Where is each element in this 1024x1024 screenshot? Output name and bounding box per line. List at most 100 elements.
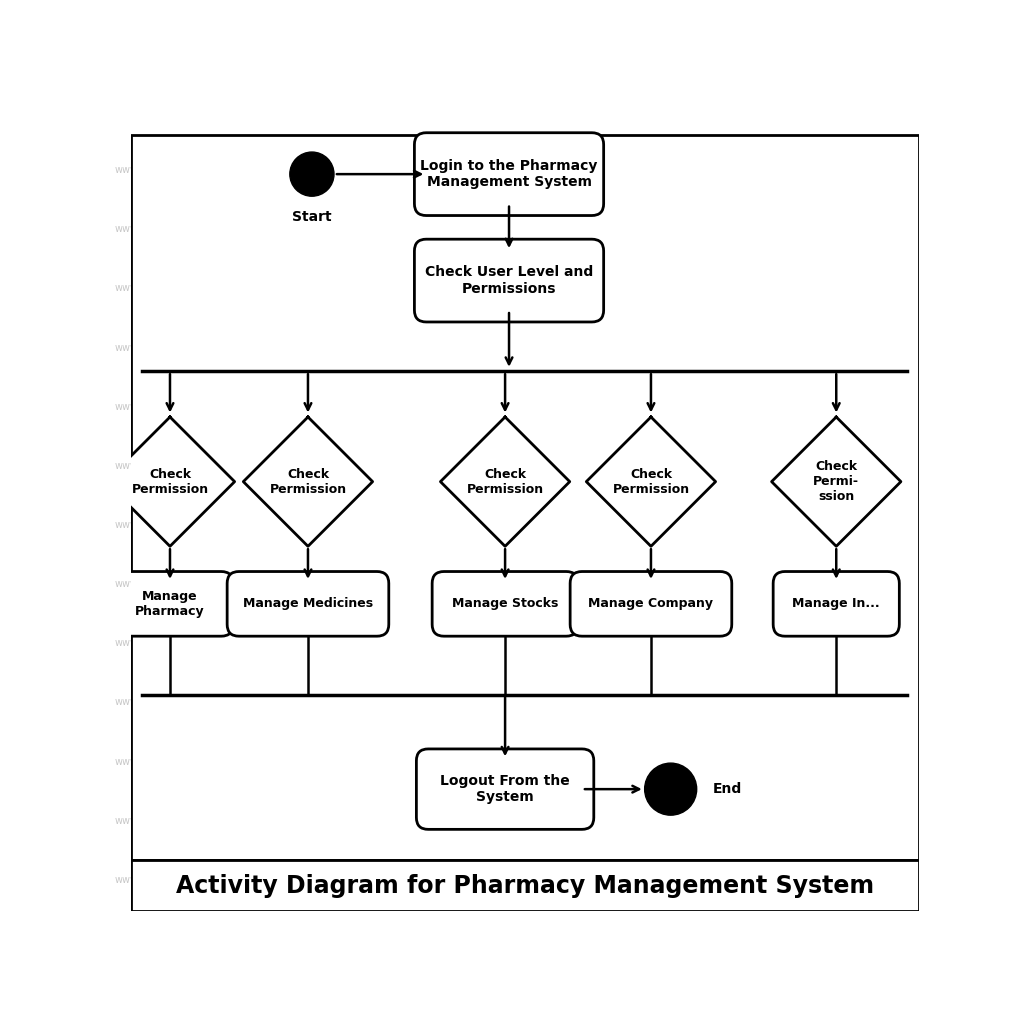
Polygon shape [105, 417, 234, 546]
FancyBboxPatch shape [773, 571, 899, 636]
Text: www.freeprojectz.com: www.freeprojectz.com [667, 401, 774, 412]
Text: Check
Permi-
ssion: Check Permi- ssion [813, 460, 859, 503]
Text: www.freeprojectz.com: www.freeprojectz.com [805, 580, 912, 589]
Text: www.freeprojectz.com: www.freeprojectz.com [528, 461, 637, 471]
Text: www.freeprojectz.com: www.freeprojectz.com [115, 401, 222, 412]
Text: www.freeprojectz.com: www.freeprojectz.com [667, 580, 774, 589]
Text: www.freeprojectz.com: www.freeprojectz.com [115, 461, 222, 471]
Text: Login to the Pharmacy
Management System: Login to the Pharmacy Management System [420, 159, 598, 189]
Text: Check
Permission: Check Permission [612, 468, 689, 496]
Text: www.freeprojectz.com: www.freeprojectz.com [115, 697, 222, 708]
Text: www.freeprojectz.com: www.freeprojectz.com [115, 638, 222, 648]
Circle shape [645, 763, 696, 815]
Text: Check
Permission: Check Permission [131, 468, 209, 496]
Text: www.freeprojectz.com: www.freeprojectz.com [528, 401, 637, 412]
Text: www.freeprojectz.com: www.freeprojectz.com [805, 165, 912, 175]
Polygon shape [587, 417, 716, 546]
Text: www.freeprojectz.com: www.freeprojectz.com [667, 165, 774, 175]
Text: www.freeprojectz.com: www.freeprojectz.com [805, 757, 912, 767]
Text: www.freeprojectz.com: www.freeprojectz.com [667, 757, 774, 767]
Text: www.freeprojectz.com: www.freeprojectz.com [805, 638, 912, 648]
Text: www.freeprojectz.com: www.freeprojectz.com [253, 343, 360, 352]
Text: www.freeprojectz.com: www.freeprojectz.com [391, 461, 499, 471]
Text: www.freeprojectz.com: www.freeprojectz.com [667, 520, 774, 530]
Text: Check
Permission: Check Permission [467, 468, 544, 496]
Text: www.freeprojectz.com: www.freeprojectz.com [528, 580, 637, 589]
Text: www.freeprojectz.com: www.freeprojectz.com [805, 697, 912, 708]
Text: Activity Diagram for Pharmacy Management System: Activity Diagram for Pharmacy Management… [176, 873, 873, 898]
Text: www.freeprojectz.com: www.freeprojectz.com [528, 165, 637, 175]
Text: www.freeprojectz.com: www.freeprojectz.com [805, 284, 912, 294]
Text: Manage Stocks: Manage Stocks [452, 597, 558, 610]
Text: www.freeprojectz.com: www.freeprojectz.com [805, 520, 912, 530]
Text: www.freeprojectz.com: www.freeprojectz.com [528, 757, 637, 767]
Text: www.freeprojectz.com: www.freeprojectz.com [115, 224, 222, 234]
FancyBboxPatch shape [227, 571, 389, 636]
Text: www.freeprojectz.com: www.freeprojectz.com [805, 816, 912, 825]
Polygon shape [440, 417, 569, 546]
Text: www.freeprojectz.com: www.freeprojectz.com [391, 638, 499, 648]
Text: www.freeprojectz.com: www.freeprojectz.com [805, 874, 912, 885]
Text: www.freeprojectz.com: www.freeprojectz.com [253, 284, 360, 294]
Text: www.freeprojectz.com: www.freeprojectz.com [115, 816, 222, 825]
Text: www.freeprojectz.com: www.freeprojectz.com [253, 580, 360, 589]
Text: www.freeprojectz.com: www.freeprojectz.com [528, 638, 637, 648]
Text: www.freeprojectz.com: www.freeprojectz.com [253, 520, 360, 530]
FancyBboxPatch shape [417, 749, 594, 829]
Text: www.freeprojectz.com: www.freeprojectz.com [253, 224, 360, 234]
Polygon shape [244, 417, 373, 546]
Text: End: End [713, 782, 741, 796]
Text: Start: Start [292, 210, 332, 224]
Text: www.freeprojectz.com: www.freeprojectz.com [528, 284, 637, 294]
Text: Manage Company: Manage Company [589, 597, 714, 610]
Text: Check User Level and
Permissions: Check User Level and Permissions [425, 265, 593, 296]
Text: www.freeprojectz.com: www.freeprojectz.com [115, 165, 222, 175]
Text: Manage Medicines: Manage Medicines [243, 597, 373, 610]
Text: www.freeprojectz.com: www.freeprojectz.com [528, 816, 637, 825]
Text: www.freeprojectz.com: www.freeprojectz.com [115, 284, 222, 294]
Text: www.freeprojectz.com: www.freeprojectz.com [805, 343, 912, 352]
Text: www.freeprojectz.com: www.freeprojectz.com [667, 343, 774, 352]
Text: www.freeprojectz.com: www.freeprojectz.com [253, 638, 360, 648]
Text: www.freeprojectz.com: www.freeprojectz.com [115, 343, 222, 352]
Text: www.freeprojectz.com: www.freeprojectz.com [805, 224, 912, 234]
Text: www.freeprojectz.com: www.freeprojectz.com [391, 757, 499, 767]
Circle shape [290, 152, 334, 197]
Text: www.freeprojectz.com: www.freeprojectz.com [115, 580, 222, 589]
Text: www.freeprojectz.com: www.freeprojectz.com [253, 401, 360, 412]
Text: www.freeprojectz.com: www.freeprojectz.com [391, 284, 499, 294]
Text: Manage In...: Manage In... [793, 597, 880, 610]
FancyBboxPatch shape [432, 571, 578, 636]
Text: www.freeprojectz.com: www.freeprojectz.com [391, 401, 499, 412]
Text: www.freeprojectz.com: www.freeprojectz.com [667, 224, 774, 234]
FancyBboxPatch shape [106, 571, 233, 636]
Text: www.freeprojectz.com: www.freeprojectz.com [391, 874, 499, 885]
Text: www.freeprojectz.com: www.freeprojectz.com [667, 461, 774, 471]
Text: www.freeprojectz.com: www.freeprojectz.com [528, 697, 637, 708]
Text: www.freeprojectz.com: www.freeprojectz.com [253, 461, 360, 471]
Text: www.freeprojectz.com: www.freeprojectz.com [253, 757, 360, 767]
Text: www.freeprojectz.com: www.freeprojectz.com [253, 816, 360, 825]
Text: www.freeprojectz.com: www.freeprojectz.com [805, 461, 912, 471]
Text: www.freeprojectz.com: www.freeprojectz.com [115, 520, 222, 530]
Text: www.freeprojectz.com: www.freeprojectz.com [528, 520, 637, 530]
Text: www.freeprojectz.com: www.freeprojectz.com [667, 284, 774, 294]
FancyBboxPatch shape [415, 240, 603, 322]
Text: Logout From the
System: Logout From the System [440, 774, 570, 804]
Text: www.freeprojectz.com: www.freeprojectz.com [805, 401, 912, 412]
Text: www.freeprojectz.com: www.freeprojectz.com [391, 165, 499, 175]
Text: www.freeprojectz.com: www.freeprojectz.com [528, 224, 637, 234]
Text: www.freeprojectz.com: www.freeprojectz.com [667, 638, 774, 648]
Text: www.freeprojectz.com: www.freeprojectz.com [391, 224, 499, 234]
Text: www.freeprojectz.com: www.freeprojectz.com [667, 816, 774, 825]
Text: www.freeprojectz.com: www.freeprojectz.com [667, 697, 774, 708]
Text: www.freeprojectz.com: www.freeprojectz.com [253, 697, 360, 708]
Text: www.freeprojectz.com: www.freeprojectz.com [391, 816, 499, 825]
Text: www.freeprojectz.com: www.freeprojectz.com [253, 165, 360, 175]
Bar [131, 860, 920, 911]
Text: www.freeprojectz.com: www.freeprojectz.com [253, 874, 360, 885]
Text: www.freeprojectz.com: www.freeprojectz.com [391, 697, 499, 708]
Text: www.freeprojectz.com: www.freeprojectz.com [391, 343, 499, 352]
FancyBboxPatch shape [415, 133, 603, 215]
Text: www.freeprojectz.com: www.freeprojectz.com [528, 874, 637, 885]
